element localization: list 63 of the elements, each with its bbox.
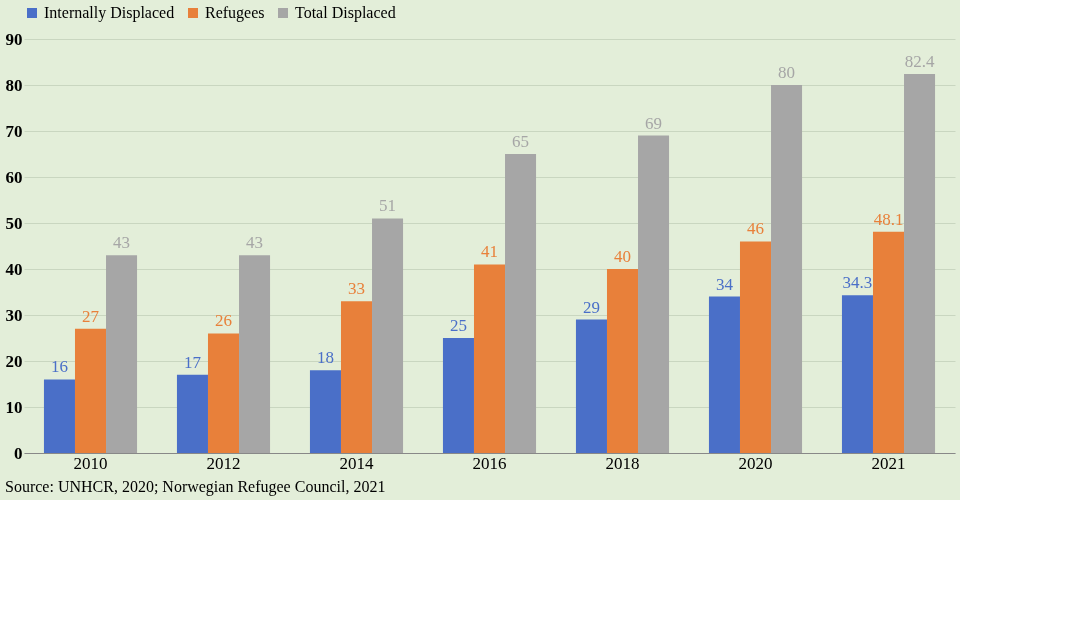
data-label: 16 xyxy=(50,357,68,377)
x-tick-label: 2021 xyxy=(871,453,906,473)
bar xyxy=(473,264,506,453)
bar xyxy=(74,328,107,453)
y-tick-label: 70 xyxy=(5,121,23,141)
x-tick-label: 2020 xyxy=(738,453,773,473)
data-label: 82.4 xyxy=(904,51,935,71)
bar xyxy=(239,255,271,453)
y-tick-label: 30 xyxy=(5,305,23,325)
data-label: 33 xyxy=(348,279,365,299)
bar xyxy=(505,154,537,453)
data-label: 40 xyxy=(614,247,631,266)
bar xyxy=(739,241,772,453)
data-label: 41 xyxy=(481,242,498,262)
data-label: 34 xyxy=(715,274,734,294)
bar xyxy=(176,374,208,453)
bar xyxy=(872,231,905,453)
x-tick-label: 2010 xyxy=(73,453,108,473)
bar xyxy=(309,370,341,453)
bar xyxy=(106,255,138,453)
y-tick-label: 10 xyxy=(5,397,23,417)
data-label: 65 xyxy=(512,132,530,151)
legend-label: Internally Displaced xyxy=(44,4,175,22)
bar xyxy=(340,301,373,453)
bar xyxy=(442,338,474,453)
y-tick-label: 90 xyxy=(5,29,23,49)
data-label: 43 xyxy=(246,233,264,253)
data-label: 34.3 xyxy=(842,273,873,293)
y-tick-label: 80 xyxy=(5,75,23,95)
data-label: 80 xyxy=(778,63,796,82)
bar xyxy=(575,319,607,453)
x-tick-label: 2018 xyxy=(605,453,640,473)
x-tick-label: 2012 xyxy=(206,453,241,473)
bar xyxy=(771,85,803,453)
source-note: Source: UNHCR, 2020; Norwegian Refugee Council, 2021 xyxy=(5,478,386,496)
x-tick-label: 2014 xyxy=(339,453,374,473)
data-label: 27 xyxy=(82,306,100,326)
data-label: 26 xyxy=(215,311,232,331)
bar xyxy=(372,218,404,453)
data-label: 17 xyxy=(183,352,202,372)
bar xyxy=(606,269,639,453)
x-tick-label: 2016 xyxy=(472,453,507,473)
y-tick-label: 40 xyxy=(5,259,23,279)
bar xyxy=(708,296,740,453)
y-tick-label: 50 xyxy=(5,213,23,233)
bar xyxy=(638,135,670,453)
data-label: 25 xyxy=(449,316,467,335)
bar xyxy=(43,379,75,453)
legend-label: Refugees xyxy=(205,4,265,22)
y-tick-label: 20 xyxy=(5,351,23,371)
data-label: 69 xyxy=(645,113,663,133)
y-tick-label: 60 xyxy=(5,167,23,187)
data-label: 29 xyxy=(582,297,600,317)
y-tick-label: 0 xyxy=(14,443,23,463)
data-label: 51 xyxy=(379,196,397,216)
bar xyxy=(841,295,873,453)
data-label: 46 xyxy=(747,219,764,239)
data-label: 43 xyxy=(113,233,131,253)
data-label: 18 xyxy=(316,348,334,368)
data-label: 48.1 xyxy=(873,209,904,229)
bar xyxy=(207,333,240,453)
bar xyxy=(904,73,936,453)
legend-label: Total Displaced xyxy=(295,4,396,22)
